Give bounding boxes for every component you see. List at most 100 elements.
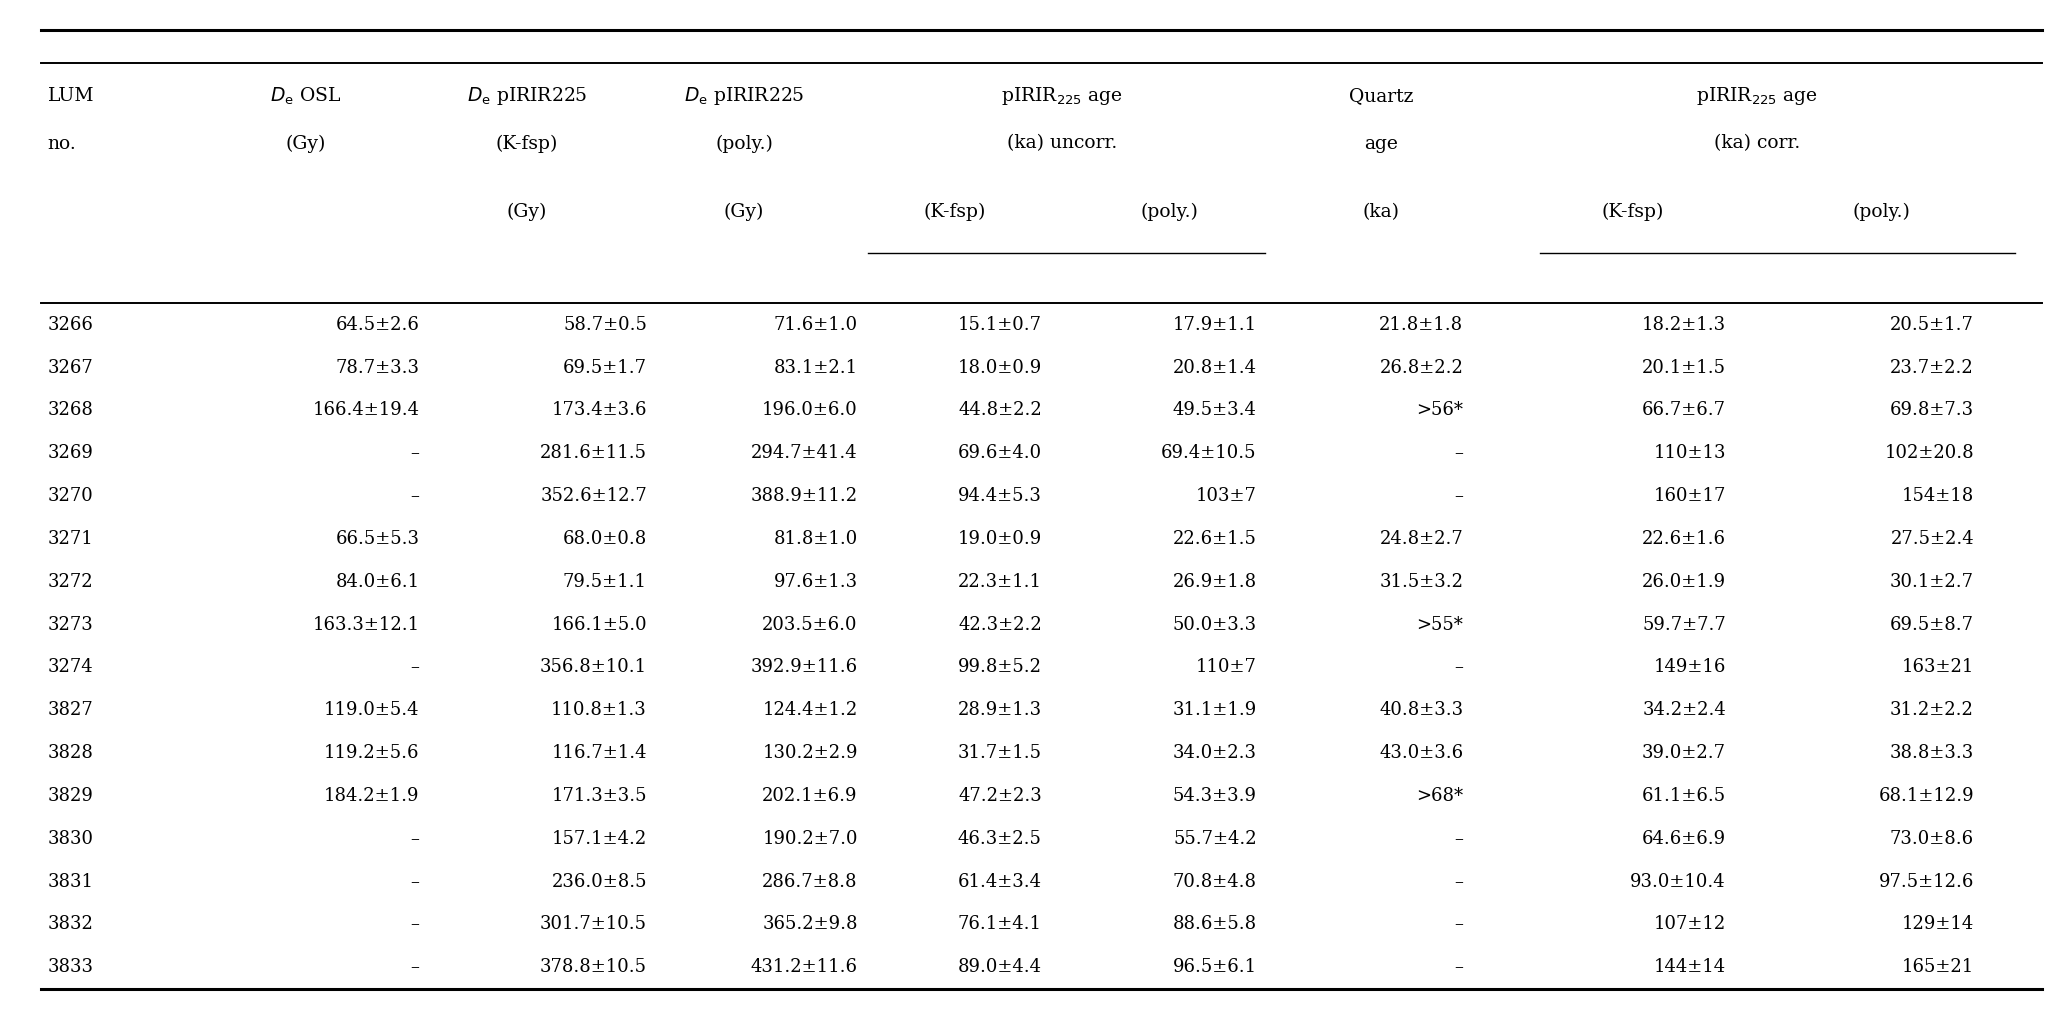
- Text: 31.7±1.5: 31.7±1.5: [957, 744, 1042, 762]
- Text: (poly.): (poly.): [715, 134, 773, 153]
- Text: 26.9±1.8: 26.9±1.8: [1172, 573, 1257, 590]
- Text: 78.7±3.3: 78.7±3.3: [335, 359, 420, 376]
- Text: 3832: 3832: [48, 916, 93, 933]
- Text: 71.6±1.0: 71.6±1.0: [773, 315, 858, 334]
- Text: 3274: 3274: [48, 658, 93, 676]
- Text: 294.7±41.4: 294.7±41.4: [750, 444, 858, 462]
- Text: 27.5±2.4: 27.5±2.4: [1891, 530, 1974, 548]
- Text: 352.6±12.7: 352.6±12.7: [539, 487, 647, 506]
- Text: 154±18: 154±18: [1902, 487, 1974, 506]
- Text: (ka) uncorr.: (ka) uncorr.: [1007, 134, 1118, 153]
- Text: 22.6±1.6: 22.6±1.6: [1641, 530, 1726, 548]
- Text: –: –: [1455, 916, 1463, 933]
- Text: 88.6±5.8: 88.6±5.8: [1172, 916, 1257, 933]
- Text: 94.4±5.3: 94.4±5.3: [957, 487, 1042, 506]
- Text: 24.8±2.7: 24.8±2.7: [1379, 530, 1463, 548]
- Text: 31.1±1.9: 31.1±1.9: [1172, 702, 1257, 719]
- Text: 39.0±2.7: 39.0±2.7: [1641, 744, 1726, 762]
- Text: 110.8±1.3: 110.8±1.3: [552, 702, 647, 719]
- Text: 84.0±6.1: 84.0±6.1: [335, 573, 420, 590]
- Text: (K-fsp): (K-fsp): [496, 134, 558, 153]
- Text: 149±16: 149±16: [1654, 658, 1726, 676]
- Text: 431.2±11.6: 431.2±11.6: [750, 958, 858, 977]
- Text: 64.6±6.9: 64.6±6.9: [1641, 830, 1726, 848]
- Text: 68.1±12.9: 68.1±12.9: [1879, 787, 1974, 805]
- Text: 83.1±2.1: 83.1±2.1: [773, 359, 858, 376]
- Text: 3268: 3268: [48, 401, 93, 420]
- Text: 20.1±1.5: 20.1±1.5: [1641, 359, 1726, 376]
- Text: 61.4±3.4: 61.4±3.4: [957, 872, 1042, 891]
- Text: 26.8±2.2: 26.8±2.2: [1379, 359, 1463, 376]
- Text: 79.5±1.1: 79.5±1.1: [562, 573, 647, 590]
- Text: (K-fsp): (K-fsp): [924, 203, 986, 221]
- Text: –: –: [1455, 658, 1463, 676]
- Text: 160±17: 160±17: [1654, 487, 1726, 506]
- Text: 73.0±8.6: 73.0±8.6: [1889, 830, 1974, 848]
- Text: 15.1±0.7: 15.1±0.7: [957, 315, 1042, 334]
- Text: 119.0±5.4: 119.0±5.4: [325, 702, 420, 719]
- Text: 61.1±6.5: 61.1±6.5: [1641, 787, 1726, 805]
- Text: 286.7±8.8: 286.7±8.8: [763, 872, 858, 891]
- Text: 3828: 3828: [48, 744, 93, 762]
- Text: –: –: [411, 872, 420, 891]
- Text: 31.2±2.2: 31.2±2.2: [1889, 702, 1974, 719]
- Text: 69.5±8.7: 69.5±8.7: [1889, 616, 1974, 634]
- Text: 20.5±1.7: 20.5±1.7: [1889, 315, 1974, 334]
- Text: 144±14: 144±14: [1654, 958, 1726, 977]
- Text: 22.6±1.5: 22.6±1.5: [1172, 530, 1257, 548]
- Text: 3272: 3272: [48, 573, 93, 590]
- Text: 103±7: 103±7: [1197, 487, 1257, 506]
- Text: (poly.): (poly.): [1852, 203, 1910, 221]
- Text: 166.4±19.4: 166.4±19.4: [312, 401, 420, 420]
- Text: –: –: [1455, 872, 1463, 891]
- Text: 81.8±1.0: 81.8±1.0: [773, 530, 858, 548]
- Text: 66.5±5.3: 66.5±5.3: [335, 530, 420, 548]
- Text: 356.8±10.1: 356.8±10.1: [539, 658, 647, 676]
- Text: 165±21: 165±21: [1902, 958, 1974, 977]
- Text: 34.0±2.3: 34.0±2.3: [1172, 744, 1257, 762]
- Text: pIRIR$_{225}$ age: pIRIR$_{225}$ age: [1000, 85, 1124, 107]
- Text: 21.8±1.8: 21.8±1.8: [1379, 315, 1463, 334]
- Text: 22.3±1.1: 22.3±1.1: [957, 573, 1042, 590]
- Text: 173.4±3.6: 173.4±3.6: [552, 401, 647, 420]
- Text: 129±14: 129±14: [1902, 916, 1974, 933]
- Text: –: –: [411, 830, 420, 848]
- Text: 99.8±5.2: 99.8±5.2: [957, 658, 1042, 676]
- Text: 130.2±2.9: 130.2±2.9: [763, 744, 858, 762]
- Text: 166.1±5.0: 166.1±5.0: [552, 616, 647, 634]
- Text: 34.2±2.4: 34.2±2.4: [1641, 702, 1726, 719]
- Text: 203.5±6.0: 203.5±6.0: [763, 616, 858, 634]
- Text: 49.5±3.4: 49.5±3.4: [1172, 401, 1257, 420]
- Text: 3273: 3273: [48, 616, 93, 634]
- Text: 3269: 3269: [48, 444, 93, 462]
- Text: 20.8±1.4: 20.8±1.4: [1172, 359, 1257, 376]
- Text: 301.7±10.5: 301.7±10.5: [539, 916, 647, 933]
- Text: 171.3±3.5: 171.3±3.5: [552, 787, 647, 805]
- Text: 3831: 3831: [48, 872, 93, 891]
- Text: 157.1±4.2: 157.1±4.2: [552, 830, 647, 848]
- Text: –: –: [1455, 958, 1463, 977]
- Text: >56*: >56*: [1416, 401, 1463, 420]
- Text: 365.2±9.8: 365.2±9.8: [763, 916, 858, 933]
- Text: 69.6±4.0: 69.6±4.0: [957, 444, 1042, 462]
- Text: 3830: 3830: [48, 830, 93, 848]
- Text: 38.8±3.3: 38.8±3.3: [1889, 744, 1974, 762]
- Text: 3266: 3266: [48, 315, 93, 334]
- Text: –: –: [411, 958, 420, 977]
- Text: –: –: [1455, 487, 1463, 506]
- Text: 69.8±7.3: 69.8±7.3: [1889, 401, 1974, 420]
- Text: 3267: 3267: [48, 359, 93, 376]
- Text: 96.5±6.1: 96.5±6.1: [1172, 958, 1257, 977]
- Text: 388.9±11.2: 388.9±11.2: [750, 487, 858, 506]
- Text: 55.7±4.2: 55.7±4.2: [1174, 830, 1257, 848]
- Text: 3271: 3271: [48, 530, 93, 548]
- Text: 196.0±6.0: 196.0±6.0: [763, 401, 858, 420]
- Text: (ka): (ka): [1362, 203, 1399, 221]
- Text: Quartz: Quartz: [1348, 87, 1414, 105]
- Text: 124.4±1.2: 124.4±1.2: [763, 702, 858, 719]
- Text: 119.2±5.6: 119.2±5.6: [325, 744, 420, 762]
- Text: LUM: LUM: [48, 87, 93, 105]
- Text: 184.2±1.9: 184.2±1.9: [325, 787, 420, 805]
- Text: 3833: 3833: [48, 958, 93, 977]
- Text: 236.0±8.5: 236.0±8.5: [552, 872, 647, 891]
